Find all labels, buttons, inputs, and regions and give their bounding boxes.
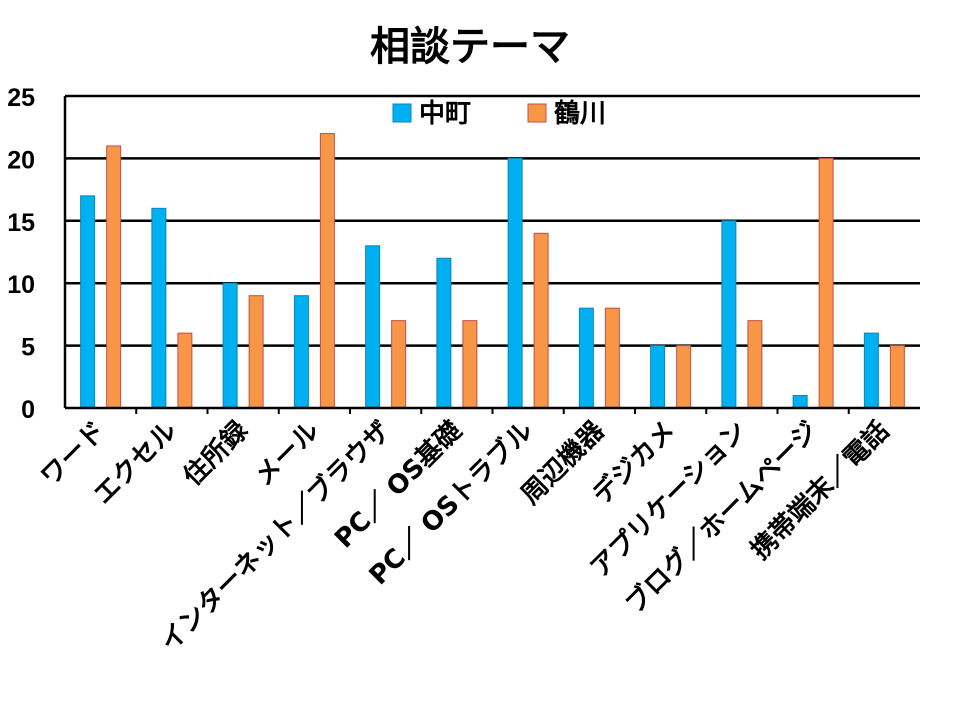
y-tick-label: 20 (7, 146, 35, 174)
legend-label: 中町 (419, 99, 471, 129)
bar-tsurukawa (533, 232, 549, 409)
bar-tsurukawa (889, 345, 905, 409)
y-tick-label: 15 (7, 209, 35, 237)
bar-tsurukawa (747, 320, 763, 409)
bar-tsurukawa (462, 320, 478, 409)
y-tick-label: 5 (21, 334, 35, 362)
bar-nakamachi (222, 282, 238, 409)
bar-nakamachi (151, 207, 167, 409)
bar-tsurukawa (248, 295, 264, 409)
bar-tsurukawa (391, 320, 407, 409)
y-tick-labels: 0 5 10 15 20 25 (7, 84, 35, 424)
bar-tsurukawa (319, 132, 335, 409)
bar-tsurukawa (106, 145, 122, 409)
bar-nakamachi (650, 345, 666, 409)
chart-title: 相談テーマ (370, 24, 570, 70)
bar-tsurukawa (604, 307, 620, 409)
legend-swatch (527, 103, 547, 123)
y-tick-label: 0 (21, 396, 35, 424)
bar-nakamachi (436, 257, 452, 409)
bar-nakamachi (578, 307, 594, 409)
bar-nakamachi (80, 195, 96, 409)
bar-nakamachi (863, 332, 879, 409)
legend-label: 鶴川 (554, 98, 606, 129)
y-tick-label: 25 (7, 84, 35, 112)
bar-nakamachi (792, 395, 808, 409)
legend: 中町 鶴川 (392, 98, 606, 129)
bars (80, 132, 905, 409)
bar-tsurukawa (676, 345, 692, 409)
bar-nakamachi (293, 295, 309, 409)
gridlines (65, 94, 920, 347)
bar-tsurukawa (818, 157, 834, 409)
y-tick-label: 10 (7, 271, 35, 299)
bar-nakamachi (365, 245, 381, 409)
axes (63, 96, 920, 414)
legend-swatch (392, 103, 412, 123)
bar-nakamachi (721, 220, 737, 409)
x-category-label: PC／ OS基礎 (329, 416, 468, 555)
x-category-label: 住所録 (177, 414, 255, 492)
bar-tsurukawa (177, 332, 193, 409)
bar-nakamachi (507, 157, 523, 409)
